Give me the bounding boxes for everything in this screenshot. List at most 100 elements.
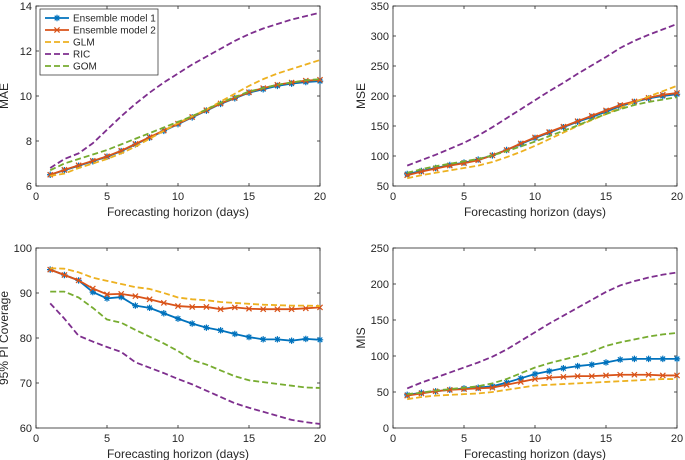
- y-tick-label: 80: [20, 333, 32, 345]
- data-point-ensemble-model-2: [174, 303, 182, 310]
- data-point-ensemble-model-2: [659, 372, 666, 379]
- data-point-ensemble-model-1: [203, 324, 210, 331]
- data-point-ensemble-model-2: [531, 134, 539, 141]
- x-axis-label: Forecasting horizon (days): [464, 205, 606, 219]
- data-point-ensemble-model-2: [588, 112, 595, 119]
- data-point-ensemble-model-2: [146, 134, 153, 141]
- x-tick-label: 5: [104, 191, 110, 203]
- y-tick-label: 12: [20, 46, 32, 58]
- data-point-ensemble-model-1: [659, 355, 666, 363]
- legend-marker-ensemble-model-1: [53, 14, 61, 22]
- data-point-ensemble-model-1: [617, 356, 624, 363]
- data-point-ensemble-model-1: [631, 355, 638, 363]
- x-axis-label: Forecasting horizon (days): [107, 205, 249, 219]
- data-point-ensemble-model-2: [245, 89, 253, 96]
- data-point-ensemble-model-2: [659, 91, 666, 98]
- y-tick-label: 90: [20, 288, 32, 300]
- y-tick-label: 150: [371, 121, 389, 133]
- series-line-gom: [49, 78, 321, 172]
- series-line-ric: [49, 302, 321, 425]
- x-tick-label: 0: [390, 191, 396, 203]
- data-point-ensemble-model-2: [217, 306, 224, 313]
- series-line-glm: [407, 84, 678, 180]
- y-axis-label: MIS: [354, 327, 368, 348]
- x-tick-label: 5: [104, 433, 110, 445]
- data-point-ensemble-model-2: [316, 76, 324, 83]
- y-axis-label: MAE: [0, 83, 11, 109]
- y-tick-label: 14: [20, 1, 32, 13]
- series-line-gom: [50, 290, 321, 389]
- data-point-ensemble-model-1: [503, 379, 510, 386]
- x-axis-label: Forecasting horizon (days): [107, 447, 249, 460]
- legend-label-ric: RIC: [73, 50, 90, 61]
- data-point-ensemble-model-2: [146, 296, 153, 303]
- data-point-ensemble-model-2: [132, 293, 139, 300]
- y-tick-label: 70: [20, 378, 32, 390]
- data-point-ensemble-model-1: [260, 86, 267, 93]
- data-point-ensemble-model-2: [546, 374, 553, 381]
- data-point-ensemble-model-1: [489, 383, 496, 390]
- data-point-ensemble-model-2: [631, 371, 638, 378]
- data-point-ensemble-model-2: [602, 107, 610, 114]
- data-point-ensemble-model-2: [274, 306, 281, 313]
- data-point-ensemble-model-1: [574, 362, 581, 370]
- data-point-ensemble-model-2: [645, 371, 652, 378]
- data-point-ensemble-model-1: [146, 304, 153, 312]
- x-tick-label: 10: [172, 191, 184, 203]
- data-point-ensemble-model-1: [302, 78, 309, 86]
- data-point-ensemble-model-1: [288, 337, 295, 344]
- data-point-ensemble-model-1: [588, 361, 595, 368]
- data-point-ensemble-model-1: [645, 355, 652, 363]
- plot-area: [392, 247, 678, 429]
- data-point-ensemble-model-2: [602, 372, 610, 379]
- data-point-ensemble-model-2: [503, 381, 510, 388]
- data-point-ensemble-model-1: [103, 295, 111, 302]
- series-line-gom: [407, 332, 678, 396]
- data-point-ensemble-model-2: [645, 94, 652, 101]
- x-tick-label: 15: [600, 191, 612, 203]
- data-point-ensemble-model-1: [316, 336, 324, 343]
- x-axis-label: Forecasting horizon (days): [464, 447, 606, 460]
- x-tick-label: 15: [243, 433, 255, 445]
- data-point-ensemble-model-2: [260, 306, 267, 313]
- x-tick-label: 10: [529, 433, 541, 445]
- data-point-ensemble-model-2: [89, 285, 96, 292]
- data-point-ensemble-model-2: [560, 123, 567, 130]
- x-tick-label: 0: [33, 191, 39, 203]
- chart-3: 0 5 10 15 20 60 70 80 90 100 Forecasting horizon (…: [0, 243, 326, 460]
- data-point-ensemble-model-1: [602, 359, 610, 366]
- data-point-ensemble-model-2: [203, 303, 210, 310]
- legend-label-gom: GOM: [73, 62, 97, 73]
- legend-label-ensemble-model-1: Ensemble model 1: [73, 14, 156, 25]
- x-tick-label: 10: [172, 433, 184, 445]
- data-point-ensemble-model-2: [574, 373, 581, 380]
- data-point-ensemble-model-1: [245, 333, 253, 341]
- legend-marker-ensemble-model-2: [53, 26, 61, 34]
- data-point-ensemble-model-2: [103, 153, 111, 160]
- x-tick-label: 15: [243, 191, 255, 203]
- data-point-ensemble-model-2: [546, 128, 553, 136]
- series-line-gom: [406, 96, 678, 174]
- data-point-ensemble-model-1: [602, 108, 610, 115]
- y-tick-label: 250: [371, 243, 389, 255]
- x-tick-label: 15: [600, 433, 612, 445]
- data-point-ensemble-model-1: [617, 103, 624, 110]
- data-point-ensemble-model-2: [245, 305, 253, 312]
- y-tick-label: 200: [371, 91, 389, 103]
- data-point-ensemble-model-1: [231, 330, 238, 338]
- data-point-ensemble-model-1: [174, 315, 182, 322]
- data-point-ensemble-model-2: [574, 118, 581, 125]
- series-line-glm: [407, 378, 677, 401]
- y-tick-label: 8: [26, 136, 32, 148]
- data-point-ensemble-model-1: [517, 375, 524, 382]
- data-point-ensemble-model-2: [231, 304, 238, 311]
- data-point-ensemble-model-2: [673, 89, 681, 97]
- x-tick-label: 0: [390, 433, 396, 445]
- data-point-ensemble-model-2: [75, 277, 82, 284]
- data-point-ensemble-model-2: [61, 271, 68, 279]
- plot-area: [392, 5, 678, 187]
- data-point-ensemble-model-2: [517, 378, 524, 385]
